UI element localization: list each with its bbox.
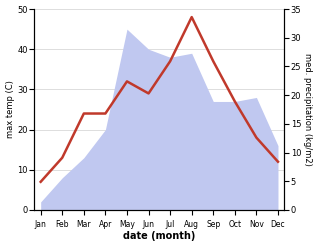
Y-axis label: med. precipitation (kg/m2): med. precipitation (kg/m2): [303, 53, 313, 166]
X-axis label: date (month): date (month): [123, 231, 196, 242]
Y-axis label: max temp (C): max temp (C): [5, 81, 15, 138]
